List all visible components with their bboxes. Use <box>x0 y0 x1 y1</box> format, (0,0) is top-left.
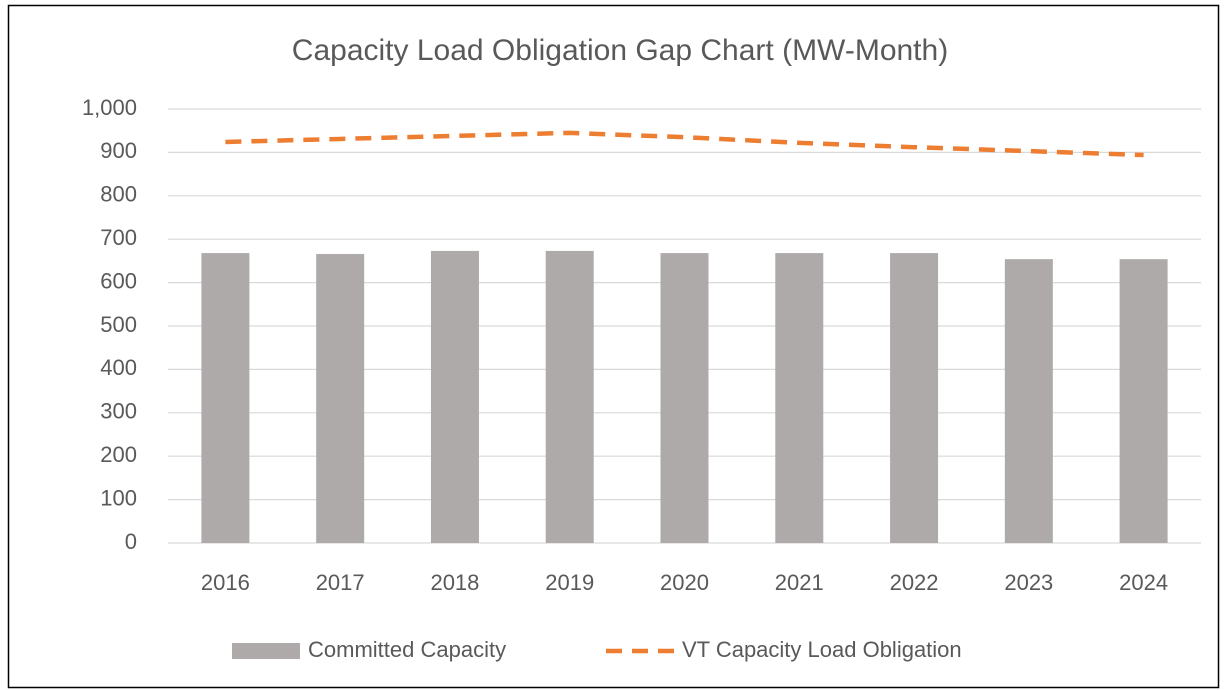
y-tick-label: 500 <box>100 312 137 337</box>
y-tick-label: 300 <box>100 399 137 424</box>
line <box>225 130 1144 158</box>
bar <box>660 253 709 543</box>
bar <box>545 250 594 543</box>
x-tick-label: 2024 <box>1119 570 1168 595</box>
x-tick-label: 2017 <box>316 570 365 595</box>
legend-label: Committed Capacity <box>308 637 506 662</box>
y-tick-label: 100 <box>100 485 137 510</box>
bar <box>890 253 939 543</box>
y-tick-label: 400 <box>100 355 137 380</box>
y-tick-label: 0 <box>125 529 137 554</box>
chart-title: Capacity Load Obligation Gap Chart (MW-M… <box>292 34 948 67</box>
y-tick-label: 1,000 <box>82 95 137 120</box>
y-tick-label: 800 <box>100 182 137 207</box>
y-tick-label: 900 <box>100 138 137 163</box>
y-tick-label: 700 <box>100 225 137 250</box>
bar <box>430 250 479 543</box>
bar <box>1119 259 1168 543</box>
x-tick-label: 2018 <box>430 570 479 595</box>
bar <box>316 253 365 543</box>
bar <box>201 253 250 543</box>
x-tick-label: 2019 <box>545 570 594 595</box>
x-tick-label: 2022 <box>890 570 939 595</box>
legend-label: VT Capacity Load Obligation <box>682 637 962 662</box>
bar <box>1004 259 1053 543</box>
y-tick-label: 200 <box>100 442 137 467</box>
x-tick-label: 2020 <box>660 570 709 595</box>
x-tick-label: 2021 <box>775 570 824 595</box>
legend-swatch <box>232 643 300 659</box>
x-tick-label: 2016 <box>201 570 250 595</box>
bar <box>775 253 824 543</box>
y-tick-label: 600 <box>100 268 137 293</box>
x-tick-label: 2023 <box>1004 570 1053 595</box>
